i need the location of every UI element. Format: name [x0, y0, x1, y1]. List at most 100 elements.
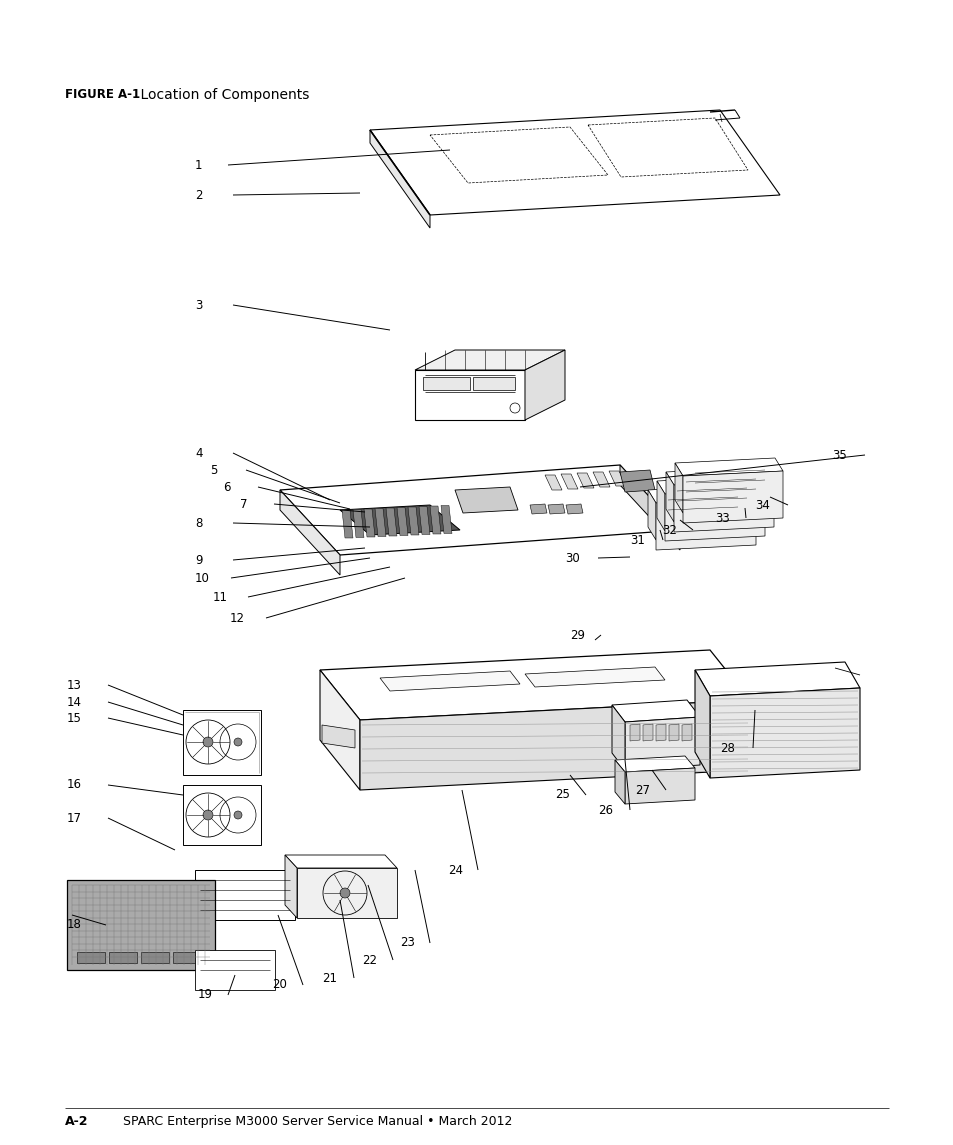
Polygon shape: [681, 724, 691, 741]
Text: 3: 3: [194, 299, 202, 311]
Polygon shape: [141, 951, 169, 963]
Text: 30: 30: [564, 552, 579, 564]
Text: 7: 7: [240, 497, 247, 511]
Polygon shape: [612, 700, 700, 722]
Polygon shape: [183, 710, 261, 775]
Circle shape: [203, 737, 213, 747]
Polygon shape: [370, 131, 430, 228]
Text: 19: 19: [198, 988, 213, 1002]
Polygon shape: [319, 650, 749, 720]
Polygon shape: [280, 465, 679, 555]
Polygon shape: [657, 476, 764, 493]
Polygon shape: [665, 472, 673, 522]
Polygon shape: [415, 370, 524, 420]
Polygon shape: [422, 377, 470, 390]
Polygon shape: [473, 377, 515, 390]
Polygon shape: [408, 507, 418, 535]
Polygon shape: [629, 724, 639, 741]
Polygon shape: [647, 490, 656, 540]
Polygon shape: [619, 465, 679, 550]
Polygon shape: [608, 471, 625, 485]
Polygon shape: [194, 870, 294, 919]
Polygon shape: [386, 508, 396, 536]
Text: SPARC Enterprise M3000 Server Service Manual • March 2012: SPARC Enterprise M3000 Server Service Ma…: [123, 1115, 512, 1128]
Polygon shape: [619, 469, 655, 492]
Text: 28: 28: [720, 742, 734, 755]
Text: 11: 11: [213, 591, 228, 603]
Polygon shape: [353, 510, 364, 537]
Text: 4: 4: [194, 447, 202, 459]
Text: A-2: A-2: [65, 1115, 89, 1128]
Polygon shape: [695, 662, 859, 696]
Polygon shape: [709, 688, 859, 777]
Polygon shape: [415, 350, 564, 370]
Text: 34: 34: [754, 498, 769, 512]
Polygon shape: [430, 127, 607, 183]
Polygon shape: [547, 504, 564, 514]
Polygon shape: [183, 785, 261, 845]
Text: 31: 31: [629, 534, 644, 546]
Polygon shape: [109, 951, 137, 963]
Polygon shape: [319, 670, 359, 790]
Text: Location of Components: Location of Components: [123, 88, 309, 102]
Text: 18: 18: [67, 918, 82, 932]
Text: 23: 23: [399, 937, 415, 949]
Text: 33: 33: [714, 512, 729, 524]
Polygon shape: [322, 725, 355, 748]
Polygon shape: [647, 485, 755, 503]
Text: 1: 1: [194, 158, 202, 172]
Polygon shape: [560, 474, 578, 489]
Polygon shape: [524, 668, 664, 687]
Polygon shape: [375, 508, 386, 537]
Polygon shape: [587, 118, 747, 177]
Text: 10: 10: [194, 571, 210, 584]
Polygon shape: [593, 472, 609, 487]
Text: 29: 29: [569, 629, 584, 641]
Text: 12: 12: [230, 611, 245, 624]
Polygon shape: [67, 881, 214, 970]
Polygon shape: [615, 760, 624, 804]
Polygon shape: [612, 705, 624, 769]
Polygon shape: [642, 724, 652, 741]
Polygon shape: [364, 510, 375, 537]
Circle shape: [233, 739, 242, 747]
Circle shape: [203, 810, 213, 820]
Text: 35: 35: [831, 449, 846, 461]
Polygon shape: [544, 475, 561, 490]
Polygon shape: [657, 481, 664, 531]
Polygon shape: [285, 855, 396, 868]
Polygon shape: [285, 855, 296, 918]
Polygon shape: [720, 679, 747, 690]
Text: 16: 16: [67, 779, 82, 791]
Text: 32: 32: [661, 523, 677, 537]
Polygon shape: [565, 504, 582, 514]
Text: FIGURE A-1: FIGURE A-1: [65, 88, 140, 101]
Polygon shape: [695, 670, 709, 777]
Polygon shape: [668, 724, 679, 741]
Text: 14: 14: [67, 695, 82, 709]
Polygon shape: [194, 950, 274, 990]
Circle shape: [233, 811, 242, 819]
Text: 24: 24: [448, 863, 462, 877]
Polygon shape: [339, 505, 459, 535]
Text: 27: 27: [635, 783, 649, 797]
Polygon shape: [396, 507, 408, 536]
Text: 15: 15: [67, 711, 82, 725]
Polygon shape: [615, 756, 695, 772]
Polygon shape: [524, 350, 564, 420]
Polygon shape: [77, 951, 105, 963]
Text: 8: 8: [194, 516, 202, 529]
Text: 9: 9: [194, 553, 202, 567]
Text: 5: 5: [210, 464, 217, 476]
Text: 2: 2: [194, 189, 202, 202]
Polygon shape: [296, 868, 396, 918]
Polygon shape: [172, 951, 201, 963]
Polygon shape: [341, 510, 353, 538]
Polygon shape: [370, 110, 780, 215]
Text: 25: 25: [555, 789, 569, 802]
Polygon shape: [379, 671, 519, 690]
Polygon shape: [682, 471, 782, 523]
Polygon shape: [455, 487, 517, 513]
Circle shape: [339, 889, 350, 898]
Polygon shape: [665, 467, 773, 485]
